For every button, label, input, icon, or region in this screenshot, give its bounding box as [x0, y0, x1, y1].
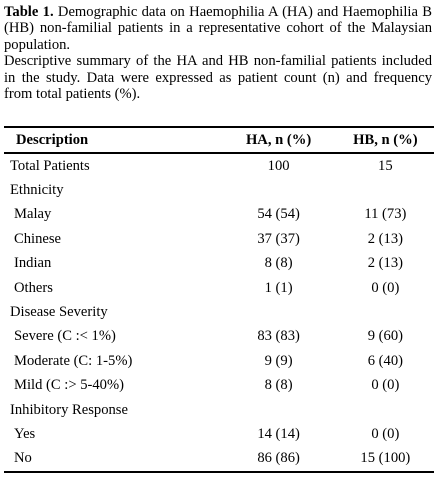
row-hb-value: 0 (0)	[371, 425, 400, 442]
row-description: Total Patients	[10, 157, 90, 174]
table-row: Mild (C :> 5-40%) 8 (8) 0 (0)	[4, 374, 434, 398]
row-ha-value: 100	[267, 157, 290, 174]
header-hb: HB, n (%)	[336, 126, 434, 154]
row-description: Others	[14, 279, 53, 296]
row-hb-value: 15	[378, 157, 393, 174]
header-ha: HA, n (%)	[220, 126, 337, 154]
row-ha-value: 1 (1)	[264, 279, 293, 296]
row-hb-value	[337, 300, 434, 324]
row-ha-value: 8 (8)	[264, 255, 293, 272]
row-description: No	[4, 446, 221, 474]
row-ha-value: 9 (9)	[264, 352, 293, 369]
row-description: Severe (C :< 1%)	[14, 328, 116, 345]
table-row: Malay 54 (54) 11 (73)	[4, 203, 434, 227]
caption-label: Table 1.	[4, 4, 54, 20]
row-hb-value	[337, 178, 434, 202]
table-row: Chinese 37 (37) 2 (13)	[4, 227, 434, 251]
caption-description: Descriptive summary of the HA and HB non…	[4, 53, 432, 103]
row-ha-value	[220, 178, 336, 202]
row-description: Indian	[14, 255, 52, 272]
row-hb-value: 0 (0)	[371, 279, 400, 296]
row-ha-value: 54 (54)	[257, 206, 300, 223]
table-row: Moderate (C: 1-5%) 9 (9) 6 (40)	[4, 349, 434, 373]
row-description: Moderate (C: 1-5%)	[14, 352, 133, 369]
table-header-row: Description HA, n (%) HB, n (%)	[4, 126, 434, 154]
section-heading: Disease Severity	[10, 304, 108, 321]
table-row: Severe (C :< 1%) 83 (83) 9 (60)	[4, 325, 434, 349]
caption-title: Table 1. Demographic data on Haemophilia…	[4, 4, 432, 53]
table-row: Yes 14 (14) 0 (0)	[4, 422, 434, 446]
row-description: Malay	[14, 206, 52, 223]
row-hb-value: 9 (60)	[367, 328, 403, 345]
row-ha-value: 8 (8)	[264, 377, 293, 394]
row-hb-value	[337, 398, 434, 422]
row-description: Mild (C :> 5-40%)	[14, 377, 124, 394]
table-section-row: Ethnicity	[4, 178, 434, 202]
row-hb-value: 6 (40)	[367, 352, 403, 369]
table-row: Indian 8 (8) 2 (13)	[4, 252, 434, 276]
table-row: No 86 (86) 15 (100)	[4, 446, 434, 474]
row-ha-value: 83 (83)	[257, 328, 300, 345]
table-row: Others 1 (1) 0 (0)	[4, 276, 434, 300]
row-ha-value: 14 (14)	[257, 425, 300, 442]
row-hb-value: 11 (73)	[364, 206, 407, 223]
row-hb-value: 2 (13)	[367, 230, 403, 247]
header-description: Description	[4, 126, 221, 154]
row-ha-value	[220, 398, 336, 422]
row-ha-value	[220, 300, 336, 324]
row-hb-value: 2 (13)	[367, 255, 403, 272]
row-ha-value: 37 (37)	[257, 230, 300, 247]
row-hb-value: 0 (0)	[371, 377, 400, 394]
section-heading: Ethnicity	[10, 182, 64, 199]
table-row: Total Patients 100 15	[4, 153, 434, 178]
section-heading: Inhibitory Response	[10, 401, 128, 418]
row-description: Yes	[14, 425, 36, 442]
caption-title-text: Demographic data on Haemophilia A (HA) a…	[4, 4, 432, 53]
table-section-row: Inhibitory Response	[4, 398, 434, 422]
row-ha-value: 86 (86)	[220, 446, 337, 474]
row-description: Chinese	[14, 230, 62, 247]
row-hb-value: 15 (100)	[336, 446, 434, 474]
table-caption: Table 1. Demographic data on Haemophilia…	[4, 4, 432, 102]
demographic-table: Description HA, n (%) HB, n (%) Total Pa…	[4, 126, 434, 474]
table-section-row: Disease Severity	[4, 300, 434, 324]
